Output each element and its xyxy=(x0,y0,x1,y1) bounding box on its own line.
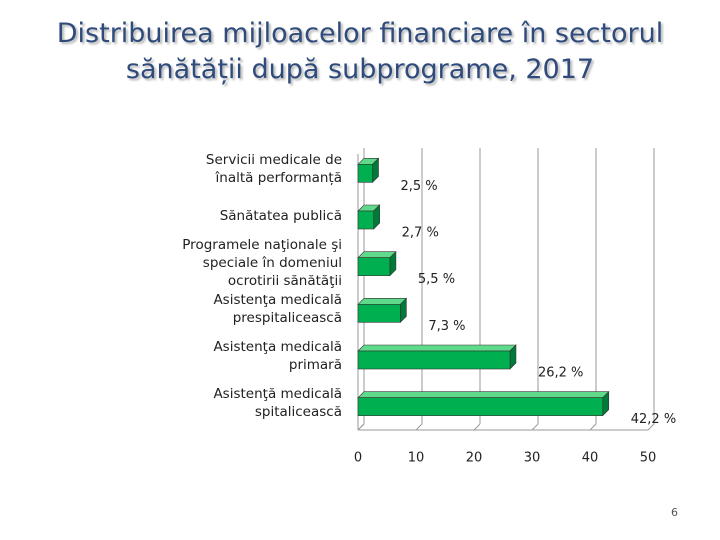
bar xyxy=(357,210,374,230)
tick-mark xyxy=(531,423,539,431)
slide-title: Distribuirea mijloacelor financiare în s… xyxy=(56,18,664,85)
bar-top xyxy=(357,391,610,398)
bar xyxy=(357,397,604,416)
x-tick-label: 30 xyxy=(524,451,541,466)
bar xyxy=(357,164,373,183)
page-number: 6 xyxy=(671,506,678,519)
tick-mark xyxy=(647,423,655,431)
value-label: 5,5 % xyxy=(418,272,455,287)
x-tick-label: 40 xyxy=(582,451,599,466)
tick-mark xyxy=(357,423,365,431)
value-label: 2,7 % xyxy=(402,226,439,241)
category-label: Sănătatea publică xyxy=(219,207,342,224)
bar xyxy=(357,304,401,323)
category-label: Asistenţa medicală primară xyxy=(213,338,342,373)
bar-3d xyxy=(357,157,380,184)
tick-mark xyxy=(473,423,481,431)
x-tick-label: 0 xyxy=(354,451,362,466)
bar xyxy=(357,350,511,370)
x-tick-label: 10 xyxy=(408,451,425,466)
value-label: 2,5 % xyxy=(401,179,438,194)
tick-mark xyxy=(415,423,423,431)
bar-3d xyxy=(357,390,610,417)
tick-mark xyxy=(589,423,597,431)
bar-3d xyxy=(357,204,381,230)
bar-3d xyxy=(357,297,408,324)
value-label: 26,2 % xyxy=(538,366,583,381)
bar-3d xyxy=(357,344,517,370)
category-label: Asistenţa medicală prespitalicească xyxy=(213,292,342,327)
x-tick-label: 50 xyxy=(640,451,657,466)
bar-top xyxy=(357,251,397,258)
bar-top xyxy=(357,344,517,352)
bar-top xyxy=(357,298,408,305)
value-label: 42,2 % xyxy=(631,412,676,427)
category-label: Programele naţionale şi speciale în dome… xyxy=(182,236,342,289)
bar xyxy=(357,257,391,276)
x-tick-label: 20 xyxy=(466,451,483,466)
value-label: 7,3 % xyxy=(428,319,465,334)
bar-3d xyxy=(357,250,397,277)
category-label: Servicii medicale de înaltă performanță xyxy=(205,152,342,187)
category-label: Asistenţă medicală spitalicească xyxy=(213,385,342,420)
